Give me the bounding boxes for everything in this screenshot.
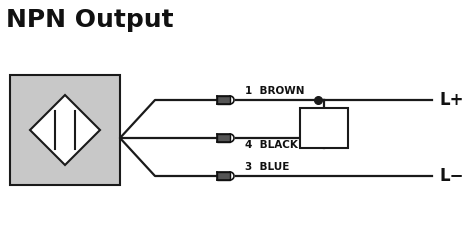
Bar [217, 172, 230, 180]
Bar [217, 134, 230, 142]
Text: 3  BLUE: 3 BLUE [245, 162, 289, 172]
Text: L+: L+ [440, 91, 465, 109]
Text: 4  BLACK: 4 BLACK [245, 140, 298, 150]
Bar [217, 96, 230, 104]
Text: L−: L− [440, 167, 465, 185]
Bar [300, 108, 348, 148]
Text: 1  BROWN: 1 BROWN [245, 86, 304, 96]
Bar [10, 75, 120, 185]
Text: NPN Output: NPN Output [6, 8, 173, 32]
Polygon shape [30, 95, 100, 165]
